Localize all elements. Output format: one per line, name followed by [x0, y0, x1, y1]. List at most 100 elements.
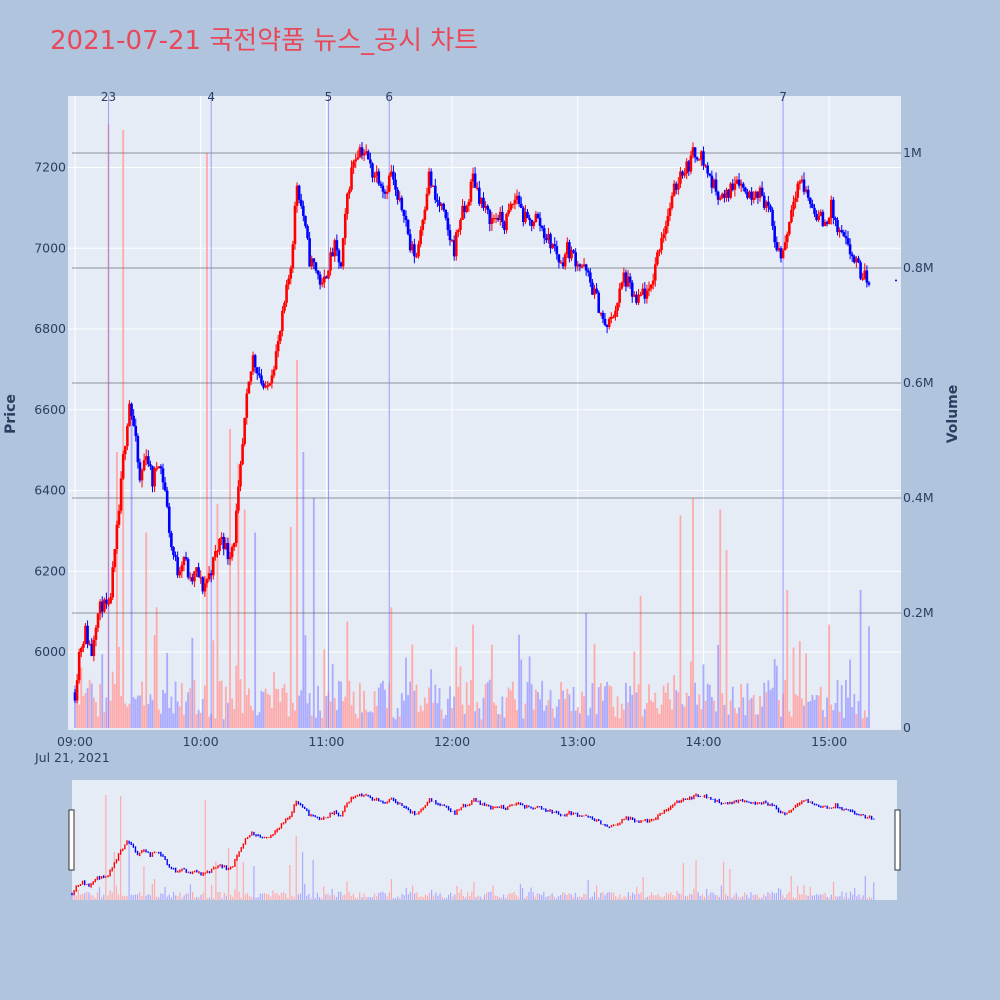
range-slider-volume-bar — [168, 894, 170, 900]
range-slider-volume-bar — [741, 896, 744, 900]
candle-body — [832, 199, 835, 218]
volume-bar — [514, 699, 516, 728]
volume-bar — [470, 679, 472, 728]
range-slider-volume-bar — [115, 885, 118, 900]
volume-bar — [212, 640, 215, 728]
candle-body — [320, 282, 324, 285]
range-slider-volume-bar — [340, 891, 342, 900]
volume-bar — [216, 503, 219, 728]
volume-bar — [558, 699, 560, 728]
candle-body — [387, 175, 391, 192]
candle-body — [687, 161, 691, 172]
candle-body — [771, 209, 774, 227]
candle-body — [802, 179, 806, 192]
volume-bar — [836, 680, 839, 728]
range-slider-volume-bar — [553, 896, 555, 900]
candle-body — [207, 573, 211, 580]
candle-body — [147, 456, 150, 465]
volume-bar — [168, 707, 171, 728]
range-slider-volume-bar — [246, 893, 249, 900]
volume-bar — [126, 706, 129, 728]
candle-body — [262, 383, 265, 388]
candle-body — [459, 219, 462, 231]
range-slider-left-handle[interactable] — [68, 809, 75, 871]
candle-body — [369, 159, 372, 164]
range-slider-volume-bar — [693, 888, 695, 900]
volume-bar — [92, 697, 95, 728]
volume-bar — [474, 711, 477, 728]
volume-bar — [124, 703, 127, 728]
candle-body — [260, 375, 263, 384]
volume-bar — [585, 613, 588, 728]
volume-bar — [199, 712, 202, 728]
range-slider-right-handle[interactable] — [894, 809, 901, 871]
range-slider-volume-bar — [725, 893, 727, 900]
range-slider[interactable] — [72, 780, 897, 900]
candle-body — [628, 276, 632, 283]
volume-bar — [702, 664, 705, 728]
range-slider-volume-bar — [242, 862, 244, 900]
candle-body — [815, 213, 818, 220]
volume-bar — [224, 686, 227, 728]
range-slider-volume-bar — [151, 883, 153, 900]
range-slider-volume-bar — [185, 893, 187, 900]
range-slider-volume-bar — [208, 897, 211, 900]
range-slider-volume-bar — [117, 894, 120, 900]
volume-bar — [606, 681, 608, 728]
candle-body — [630, 282, 634, 297]
candle-body — [180, 565, 184, 572]
candle-body — [406, 219, 410, 235]
volume-bar — [97, 716, 99, 728]
candle-body — [861, 278, 864, 280]
range-slider-volume-bar — [361, 897, 363, 900]
candle-body — [431, 185, 435, 187]
volume-bar — [157, 709, 160, 728]
candle-body — [396, 189, 399, 200]
candle-body — [312, 258, 316, 263]
candle-body — [442, 203, 445, 210]
candle-body — [350, 167, 353, 190]
range-slider-volume-bar — [443, 898, 445, 900]
volume-bar — [863, 710, 866, 728]
volume-bar — [432, 702, 435, 728]
range-slider-volume-bar — [541, 895, 543, 900]
candle-body — [268, 383, 272, 386]
volume-bar — [677, 691, 680, 728]
candle-body — [247, 381, 251, 394]
candle-body — [216, 551, 219, 553]
candle-body — [174, 555, 177, 558]
range-slider-volume-bar — [636, 886, 638, 900]
candle-body — [777, 248, 781, 251]
candle-body — [664, 226, 668, 235]
range-slider-volume-bar — [576, 896, 579, 900]
volume-bar — [775, 665, 778, 728]
range-slider-volume-bar — [547, 896, 549, 900]
volume-bar — [363, 690, 365, 728]
candle-body — [297, 185, 301, 200]
candle-body — [333, 240, 337, 257]
range-slider-volume-bar — [672, 895, 674, 900]
range-slider-volume-bar — [348, 891, 350, 900]
volume-bar — [679, 515, 682, 728]
price-axis-ticks: 6000 6200 6400 6600 6800 7000 7200 — [34, 160, 66, 660]
candle-body — [748, 191, 751, 198]
candle-body — [769, 205, 772, 210]
volume-bar — [568, 694, 571, 728]
volume-bar — [402, 700, 405, 728]
volume-bar — [834, 703, 837, 728]
volume-bar — [373, 691, 376, 728]
volume-bar — [180, 683, 183, 728]
range-slider-volume-bar — [640, 892, 642, 900]
candle-body — [492, 217, 496, 220]
volume-bar — [685, 692, 688, 728]
range-slider-volume-bar — [507, 894, 509, 900]
volume-bar — [187, 692, 190, 728]
volume-bar — [162, 689, 164, 728]
range-slider-volume-bar — [94, 898, 96, 900]
price-axis-title: Price — [3, 394, 19, 434]
range-slider-volume-bar — [388, 892, 390, 900]
volume-bar — [738, 707, 740, 728]
volume-bar — [354, 713, 357, 728]
candle-body — [325, 276, 328, 279]
candle-body — [643, 288, 647, 299]
